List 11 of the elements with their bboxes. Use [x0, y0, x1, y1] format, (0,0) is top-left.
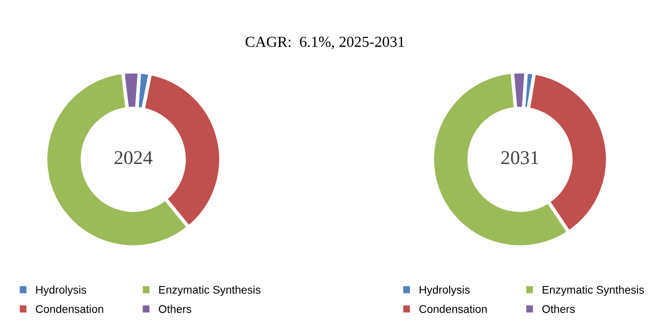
legend-label: Others: [542, 304, 575, 313]
legend-label: Condensation: [419, 304, 487, 313]
legend-label: Condensation: [36, 304, 104, 313]
text: 2031: [501, 151, 538, 164]
legend-label: Enzymatic Synthesis: [542, 286, 644, 296]
legend-label: Hydrolysis: [36, 286, 86, 296]
legend-label: Hydrolysis: [420, 286, 470, 296]
legend-label: Others: [158, 304, 192, 313]
legend-label: Enzymatic Synthesis: [159, 286, 260, 296]
text: CAGR: 6.1%, 2025-2031: [246, 36, 404, 50]
text: 2024: [114, 151, 152, 164]
